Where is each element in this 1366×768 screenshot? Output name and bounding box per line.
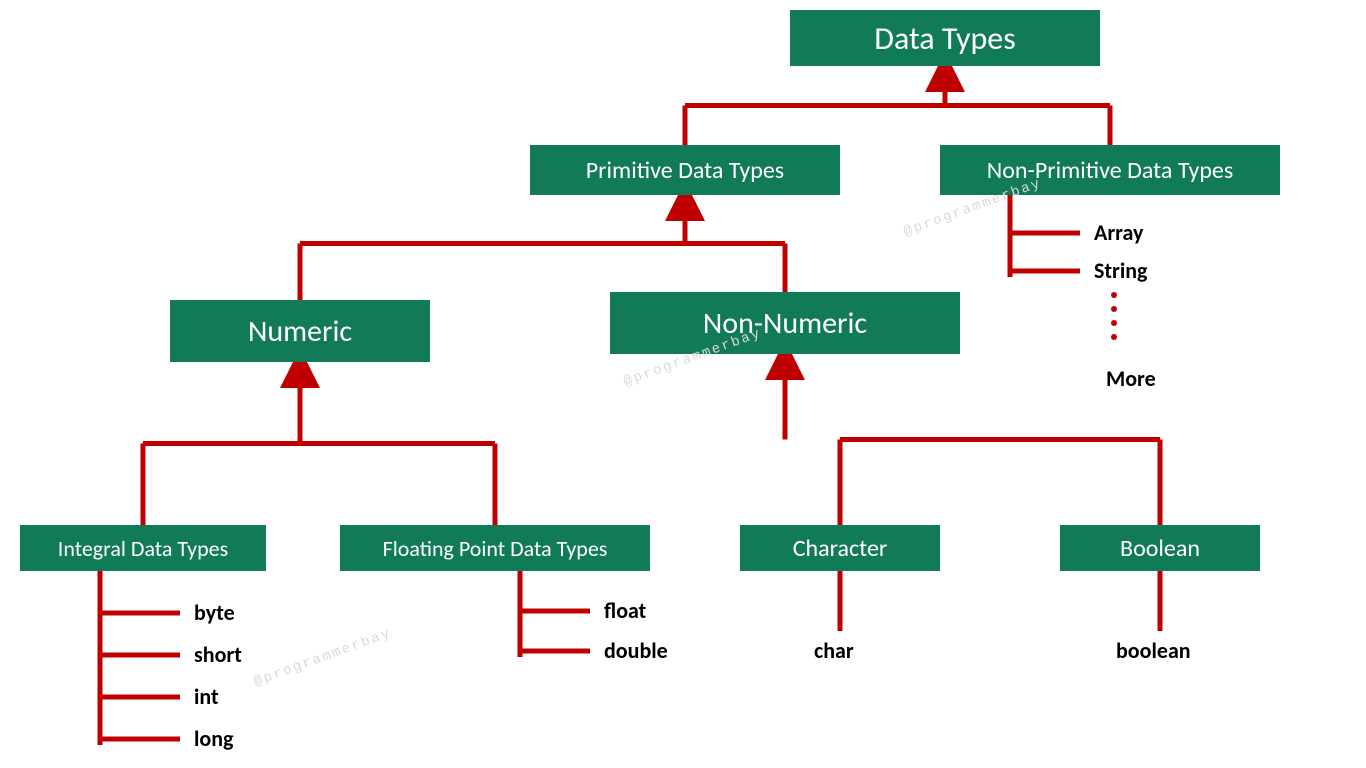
leaf-byte: byte bbox=[194, 599, 235, 626]
leaf-short: short bbox=[194, 641, 242, 668]
node-label: Primitive Data Types bbox=[586, 156, 784, 185]
node-data-types: Data Types bbox=[790, 10, 1100, 66]
node-character: Character bbox=[740, 525, 940, 571]
leaf-float: float bbox=[604, 597, 646, 624]
node-label: Floating Point Data Types bbox=[383, 535, 608, 562]
node-label: Character bbox=[793, 534, 888, 563]
leaf-double: double bbox=[604, 637, 668, 664]
leaf-string: String bbox=[1094, 257, 1148, 284]
node-non-numeric: Non-Numeric bbox=[610, 292, 960, 354]
leaf-boolean: boolean bbox=[1116, 637, 1191, 664]
node-primitive-data-types: Primitive Data Types bbox=[530, 145, 840, 195]
node-integral-data-types: Integral Data Types bbox=[20, 525, 266, 571]
leaf-char: char bbox=[814, 637, 854, 664]
node-label: Boolean bbox=[1120, 534, 1200, 563]
node-label: Numeric bbox=[248, 313, 352, 350]
leaf-array: Array bbox=[1094, 219, 1143, 246]
node-label: Data Types bbox=[874, 19, 1015, 58]
node-label: Non-Primitive Data Types bbox=[987, 156, 1234, 185]
node-numeric: Numeric bbox=[170, 300, 430, 362]
leaf-more: More bbox=[1106, 365, 1156, 392]
leaf-long: long bbox=[194, 725, 233, 752]
node-floating-point-data-types: Floating Point Data Types bbox=[340, 525, 650, 571]
leaf-int: int bbox=[194, 683, 219, 710]
node-non-primitive-data-types: Non-Primitive Data Types bbox=[940, 145, 1280, 195]
node-label: Integral Data Types bbox=[58, 535, 228, 562]
node-boolean: Boolean bbox=[1060, 525, 1260, 571]
node-label: Non-Numeric bbox=[703, 305, 867, 342]
watermark: @programmerbay bbox=[252, 626, 394, 691]
